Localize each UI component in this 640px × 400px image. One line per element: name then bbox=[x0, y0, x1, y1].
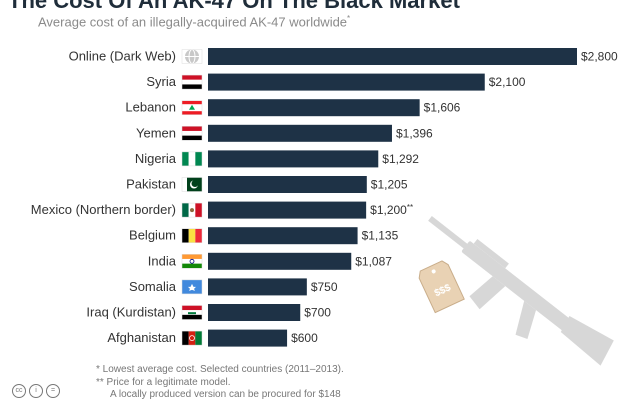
subtitle-footnote-mark: * bbox=[347, 14, 351, 23]
footnote-2: ** Price for a legitimate model. bbox=[96, 377, 231, 388]
value-label: $2,800 bbox=[581, 50, 618, 64]
value-label: $2,100 bbox=[489, 75, 526, 89]
bar bbox=[208, 48, 577, 65]
category-label: Belgium bbox=[129, 228, 176, 243]
value-label: $1,087 bbox=[355, 254, 392, 268]
category-label: India bbox=[148, 253, 177, 268]
category-label: Yemen bbox=[136, 125, 176, 140]
chart-subtitle: Average cost of an illegally-acquired AK… bbox=[38, 14, 350, 29]
category-label: Iraq (Kurdistan) bbox=[86, 305, 176, 320]
price-tag: $$$ bbox=[418, 260, 465, 314]
bar bbox=[208, 150, 379, 168]
bar bbox=[208, 73, 485, 91]
flag-icon-nigeria bbox=[181, 151, 203, 167]
flag-icon-afghanistan bbox=[181, 330, 203, 346]
no-derivatives-icon: = bbox=[46, 384, 60, 398]
rifle-illustration: $$$ bbox=[418, 216, 614, 366]
footnote-1: * Lowest average cost. Selected countrie… bbox=[96, 364, 344, 375]
flag-icon-belgium bbox=[181, 228, 203, 243]
bar bbox=[208, 329, 288, 347]
value-label: $1,200** bbox=[370, 203, 413, 217]
flag-icon-mexico bbox=[181, 202, 203, 218]
flag-icon-somalia bbox=[181, 279, 203, 295]
value-label: $1,606 bbox=[424, 101, 461, 115]
bar bbox=[208, 278, 307, 296]
category-label: Nigeria bbox=[135, 151, 177, 166]
flag-icon-pakistan bbox=[181, 177, 203, 192]
category-label: Pakistan bbox=[126, 177, 176, 192]
category-label: Somalia bbox=[129, 279, 177, 294]
category-label: Online (Dark Web) bbox=[69, 49, 176, 64]
value-label-footnote-mark: ** bbox=[407, 203, 413, 212]
flag-icon-yemen bbox=[181, 126, 203, 141]
bar bbox=[208, 124, 392, 142]
attribution-icon: i bbox=[29, 384, 43, 398]
category-label: Mexico (Northern border) bbox=[31, 202, 176, 217]
flag-icon-india bbox=[181, 254, 203, 269]
bar bbox=[208, 304, 301, 321]
category-label: Syria bbox=[146, 74, 176, 89]
flag-icon-iraq-kurdistan bbox=[181, 305, 203, 320]
footnote-3: A locally produced version can be procur… bbox=[110, 389, 341, 400]
value-label: $1,205 bbox=[371, 178, 408, 192]
value-label: $600 bbox=[291, 331, 318, 345]
flag-icon-globe bbox=[181, 49, 203, 64]
bar bbox=[208, 99, 420, 117]
cc-icon: cc bbox=[12, 384, 26, 398]
bar bbox=[208, 201, 367, 219]
bar bbox=[208, 252, 352, 270]
flag-icon-lebanon bbox=[181, 100, 203, 115]
value-label: $750 bbox=[311, 280, 338, 294]
value-label: $1,292 bbox=[382, 152, 419, 166]
license-icons: cc i = bbox=[12, 384, 60, 398]
bar bbox=[208, 176, 367, 193]
flag-icon-syria bbox=[181, 74, 203, 90]
chart-title: The Cost Of An AK-47 On The Black Market bbox=[8, 0, 460, 13]
value-label: $700 bbox=[304, 306, 331, 320]
subtitle-text: Average cost of an illegally-acquired AK… bbox=[38, 14, 348, 30]
bar bbox=[208, 227, 358, 245]
value-label: $1,396 bbox=[396, 126, 433, 140]
category-label: Lebanon bbox=[125, 100, 176, 115]
value-label: $1,135 bbox=[362, 229, 399, 243]
category-label: Afghanistan bbox=[107, 330, 176, 345]
